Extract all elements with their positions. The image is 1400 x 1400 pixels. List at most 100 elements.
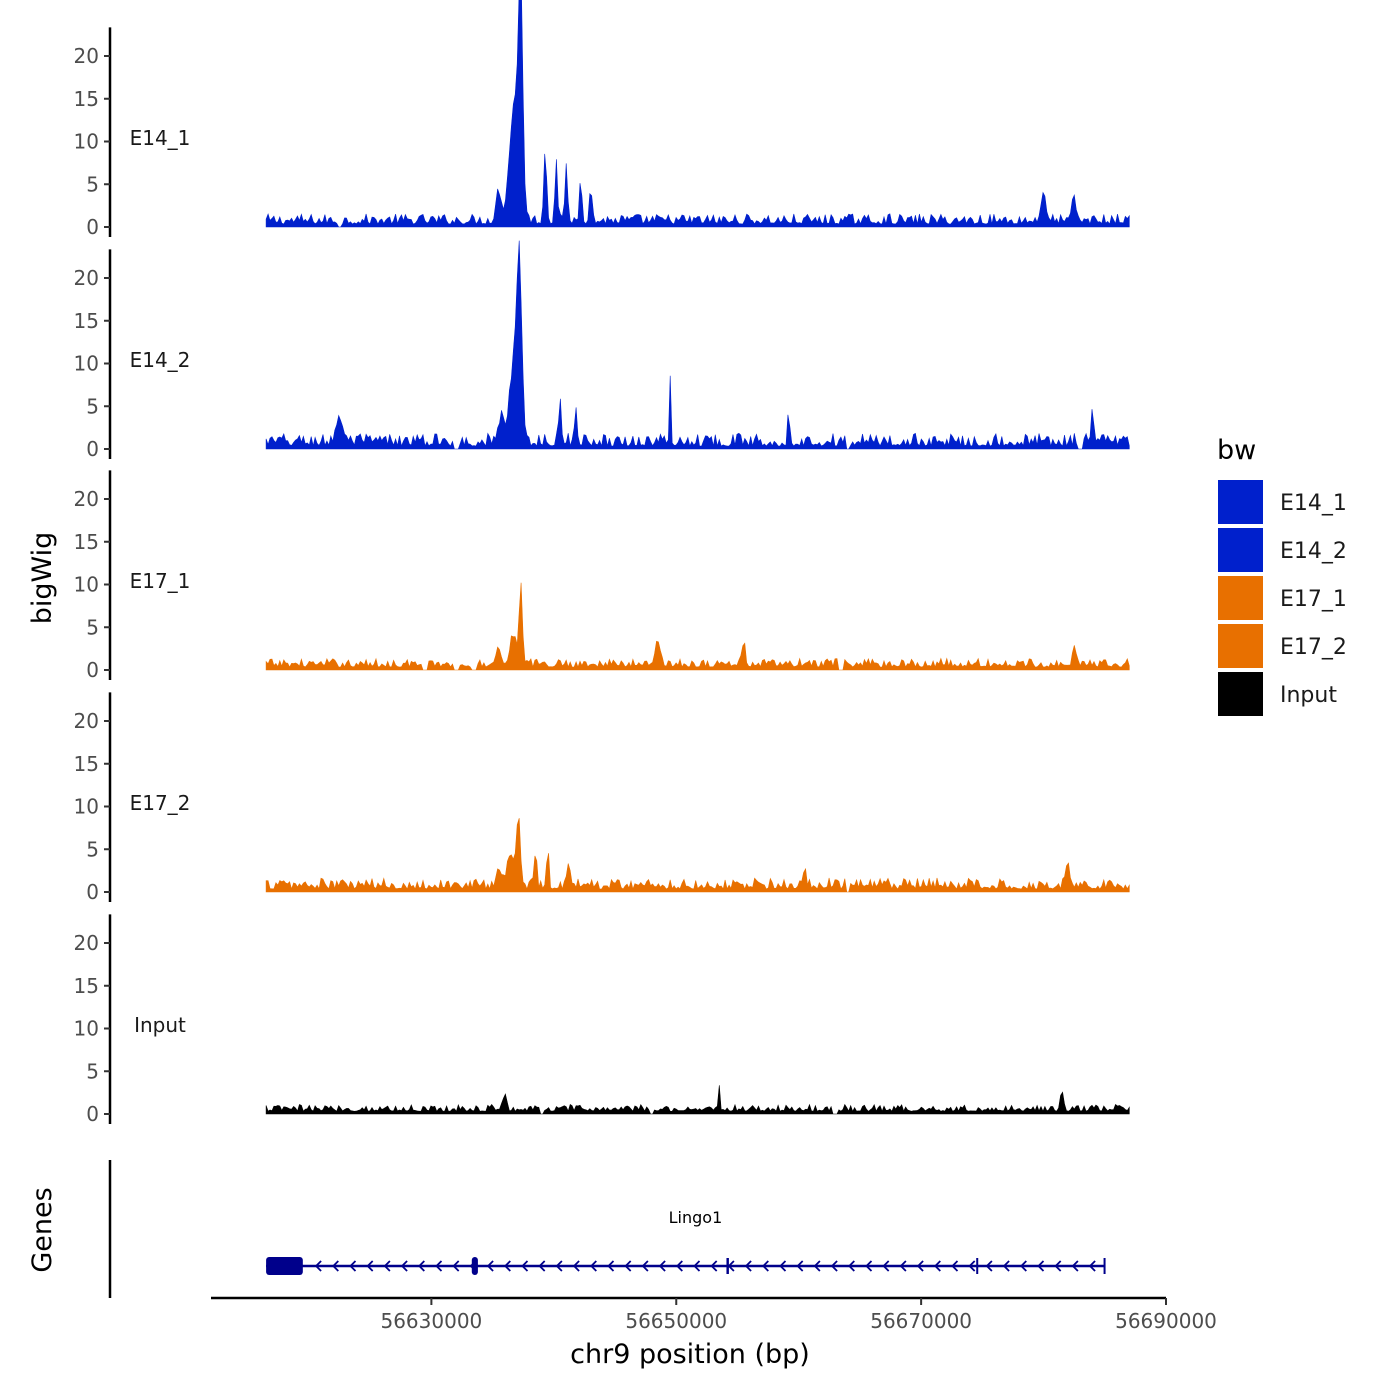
strand-arrow [435, 1260, 443, 1272]
strand-arrow [899, 1260, 907, 1272]
gene-label: Lingo1 [669, 1208, 723, 1227]
y-tick-label: 15 [74, 530, 99, 554]
strand-arrow [400, 1260, 408, 1272]
legend-label-E17_2: E17_2 [1280, 635, 1347, 660]
strand-arrow [383, 1260, 391, 1272]
strand-arrow [916, 1260, 924, 1272]
signal-area-Input [265, 1085, 1130, 1115]
strand-arrow [486, 1260, 494, 1272]
gene-exon [976, 1258, 979, 1274]
strand-arrow [1071, 1260, 1079, 1272]
y-tick-label: 20 [74, 709, 99, 733]
strand-arrow [1054, 1260, 1062, 1272]
y-axis-title: bigWig [27, 532, 58, 625]
strand-arrow [572, 1260, 580, 1272]
y-tick-label: 20 [74, 44, 99, 68]
panel-label-E14_1: E14_1 [130, 126, 191, 150]
panel-Input: 0 5 10 15 20 Input [74, 914, 1130, 1126]
y-tick-label: 15 [74, 309, 99, 333]
signal-area-E17_2 [265, 818, 1130, 893]
strand-arrow [744, 1260, 752, 1272]
strand-arrow [796, 1260, 804, 1272]
y-tick-label: 20 [74, 487, 99, 511]
legend: bw E14_1 E14_2 E17_1 E17_2 Input [1217, 435, 1347, 716]
strand-arrow [693, 1260, 701, 1272]
panel-label-Input: Input [134, 1013, 186, 1037]
strand-arrow [1020, 1260, 1027, 1272]
panel-E17_2: 0 5 10 15 20 E17_2 [74, 692, 1130, 904]
y-tick-label: 10 [74, 573, 99, 597]
strand-arrow [538, 1260, 546, 1272]
panel-E14_2: 0 5 10 15 20 E14_2 [74, 240, 1130, 461]
legend-key-Input [1218, 672, 1263, 716]
strand-arrow [521, 1260, 529, 1272]
legend-key-E17_2 [1218, 624, 1263, 668]
panel-label-E17_1: E17_1 [130, 569, 191, 593]
signal-panels: 05101520E14_105101520E14_205101520E17_10… [74, 0, 1130, 1126]
y-tick-label: 10 [74, 795, 99, 819]
gene-exon [471, 1257, 478, 1275]
strand-arrow [830, 1260, 838, 1272]
panel-E14_1: 0 5 10 15 20 E14_1 [74, 0, 1130, 239]
strand-arrow [504, 1260, 511, 1272]
strand-arrow [366, 1260, 374, 1272]
strand-arrow [1037, 1260, 1045, 1272]
strand-arrow [332, 1260, 339, 1272]
y-tick-label: 5 [86, 394, 99, 418]
y-tick-label: 10 [74, 1017, 99, 1041]
legend-label-E17_1: E17_1 [1280, 587, 1347, 612]
y-tick-label: 5 [86, 172, 99, 196]
y-tick-label: 10 [74, 352, 99, 376]
strand-arrow [762, 1260, 769, 1272]
y-tick-label: 0 [86, 1102, 99, 1126]
x-tick-label: 56650000 [625, 1309, 727, 1333]
y-tick-label: 15 [74, 87, 99, 111]
panel-label-E17_2: E17_2 [130, 791, 191, 815]
strand-arrow [710, 1260, 718, 1272]
strand-arrow [624, 1260, 632, 1272]
legend-label-Input: Input [1280, 683, 1337, 708]
y-tick-label: 15 [74, 752, 99, 776]
legend-key-E17_1 [1218, 576, 1263, 620]
strand-arrow [1002, 1260, 1010, 1272]
legend-key-E14_2 [1218, 528, 1263, 572]
strand-arrow [779, 1260, 787, 1272]
signal-area-E14_2 [265, 240, 1130, 450]
strand-arrow [641, 1260, 649, 1272]
y-tick-label: 0 [86, 880, 99, 904]
y-tick-label: 5 [86, 837, 99, 861]
signal-area-E14_1 [265, 0, 1130, 228]
gene-exon [1103, 1258, 1106, 1274]
y-tick-label: 5 [86, 615, 99, 639]
strand-arrow [813, 1260, 821, 1272]
strand-arrow [314, 1260, 322, 1272]
gene-track-panel: Lingo1 [108, 1160, 1106, 1298]
legend-title: bw [1217, 435, 1256, 466]
legend-key-E14_1 [1218, 480, 1263, 524]
y-tick-label: 5 [86, 1059, 99, 1083]
strand-arrow [676, 1260, 683, 1272]
strand-arrow [1088, 1260, 1096, 1272]
strand-arrow [882, 1260, 890, 1272]
x-axis: 56630000 56650000 56670000 56690000 [211, 1296, 1217, 1333]
gene-exon [266, 1257, 303, 1275]
y-tick-label: 0 [86, 215, 99, 239]
x-tick-label: 56630000 [380, 1309, 482, 1333]
strand-arrow [607, 1260, 615, 1272]
x-tick-label: 56670000 [870, 1309, 972, 1333]
strand-arrow [418, 1260, 425, 1272]
strand-arrow [951, 1260, 959, 1272]
y-tick-label: 20 [74, 266, 99, 290]
panel-E17_1: 0 5 10 15 20 E17_1 [74, 470, 1130, 682]
y-tick-label: 15 [74, 974, 99, 998]
strand-arrow [968, 1260, 976, 1272]
strand-arrow [848, 1260, 855, 1272]
strand-arrow [934, 1260, 941, 1272]
strand-arrow [555, 1260, 563, 1272]
strand-arrow [590, 1260, 597, 1272]
strand-arrow [349, 1260, 357, 1272]
signal-area-E17_1 [265, 582, 1130, 671]
gene-exon [726, 1258, 729, 1274]
strand-arrow [658, 1260, 666, 1272]
